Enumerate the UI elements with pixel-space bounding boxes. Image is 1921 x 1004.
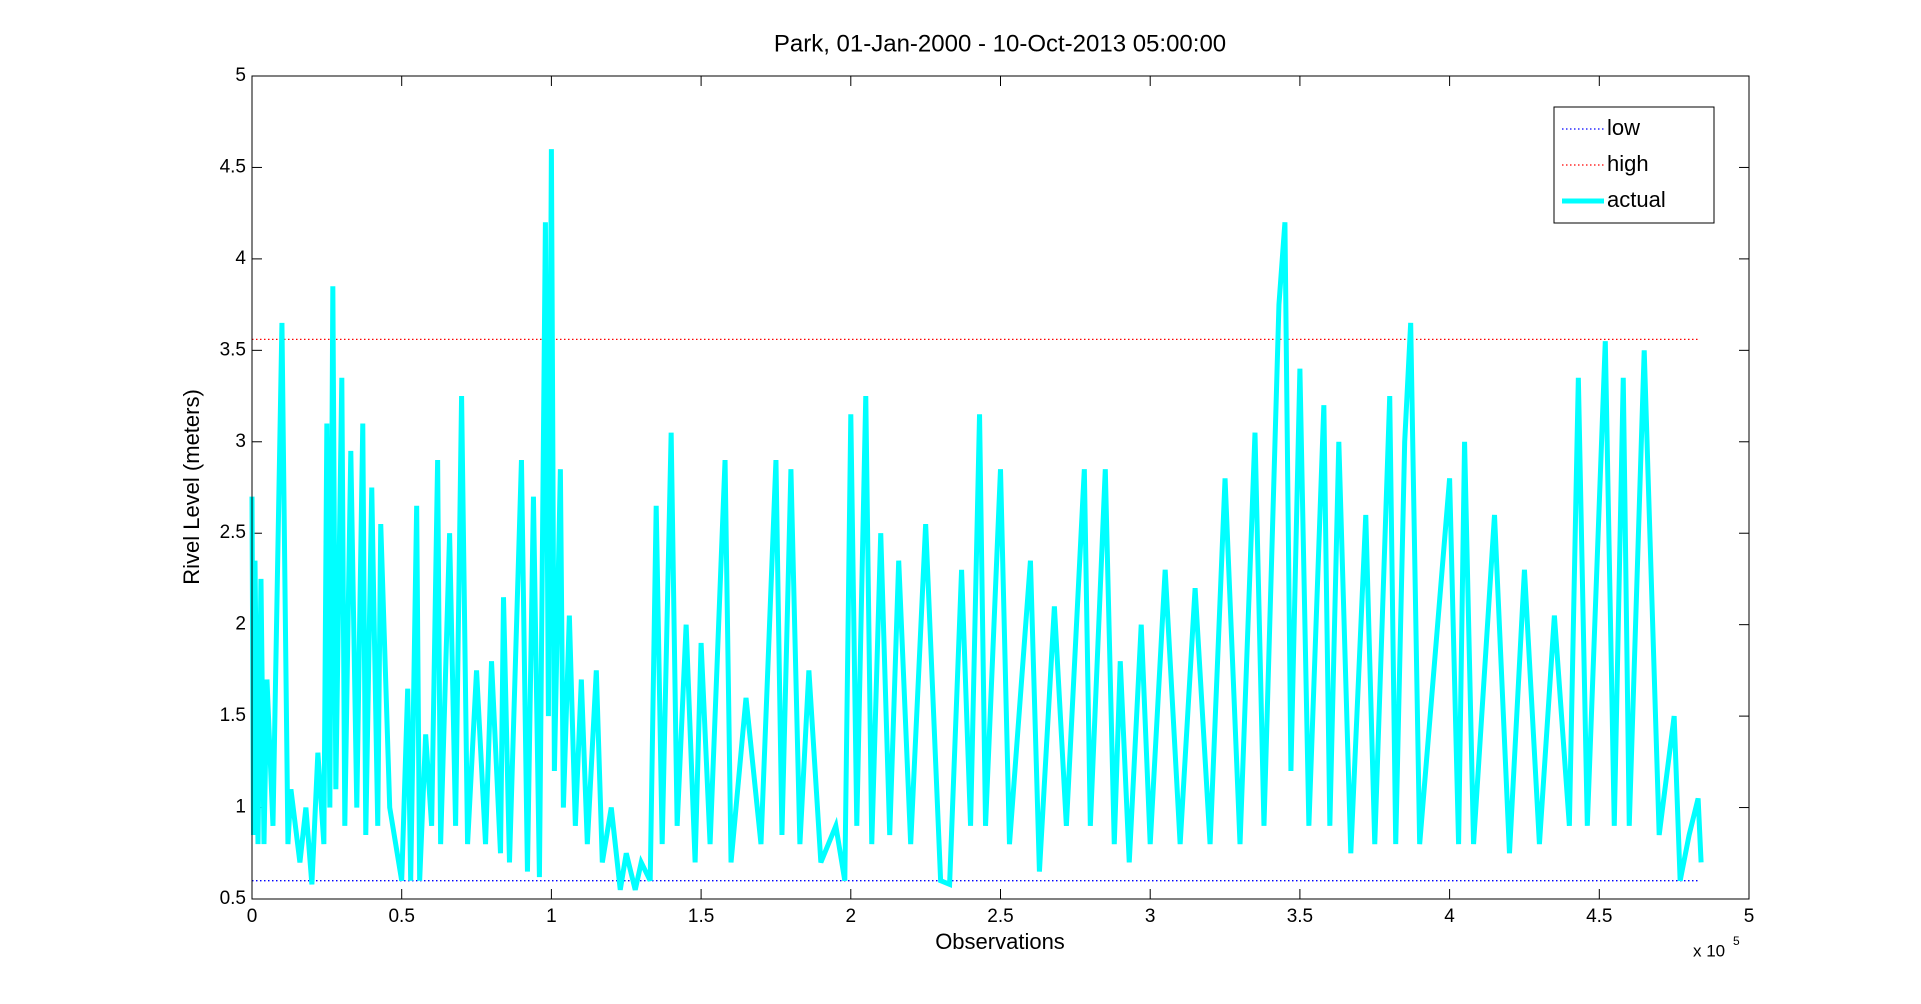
x-tick-label: 2 bbox=[846, 906, 857, 927]
x-tick-label: 3.5 bbox=[1287, 906, 1313, 927]
x-tick-label: 2.5 bbox=[987, 906, 1013, 927]
x-tick-label: 0 bbox=[247, 906, 258, 927]
y-tick-label: 0.5 bbox=[220, 888, 246, 909]
x-tick-label: 1.5 bbox=[688, 906, 714, 927]
y-tick-label: 2.5 bbox=[220, 522, 246, 543]
y-tick-label: 3.5 bbox=[220, 339, 246, 360]
legend-label: actual bbox=[1607, 187, 1666, 212]
x-exponent-base: x 10 bbox=[1693, 941, 1725, 960]
y-axis-label: Rivel Level (meters) bbox=[179, 389, 204, 585]
x-tick-label: 0.5 bbox=[388, 906, 414, 927]
series-line bbox=[249, 149, 1704, 891]
y-tick-label: 4.5 bbox=[220, 156, 246, 177]
x-tick-label: 1 bbox=[546, 906, 557, 927]
y-tick-label: 3 bbox=[235, 431, 246, 452]
y-tick-label: 4 bbox=[235, 248, 246, 269]
legend-label: low bbox=[1607, 115, 1640, 140]
y-tick-label: 1 bbox=[235, 797, 246, 818]
y-tick-label: 1.5 bbox=[220, 705, 246, 726]
x-tick-label: 5 bbox=[1744, 906, 1755, 927]
x-tick-label: 4.5 bbox=[1586, 906, 1612, 927]
legend-box bbox=[1553, 106, 1715, 224]
y-tick-label: 2 bbox=[235, 614, 246, 635]
axes-box bbox=[251, 75, 1750, 900]
legend-label: high bbox=[1607, 151, 1649, 176]
x-exponent: 5 bbox=[1733, 934, 1740, 948]
y-tick-label: 5 bbox=[235, 65, 246, 86]
x-tick-label: 3 bbox=[1145, 906, 1156, 927]
x-tick-label: 4 bbox=[1444, 906, 1455, 927]
x-axis-label: Observations bbox=[935, 929, 1065, 954]
chart-title: Park, 01-Jan-2000 - 10-Oct-2013 05:00:00 bbox=[774, 30, 1226, 57]
